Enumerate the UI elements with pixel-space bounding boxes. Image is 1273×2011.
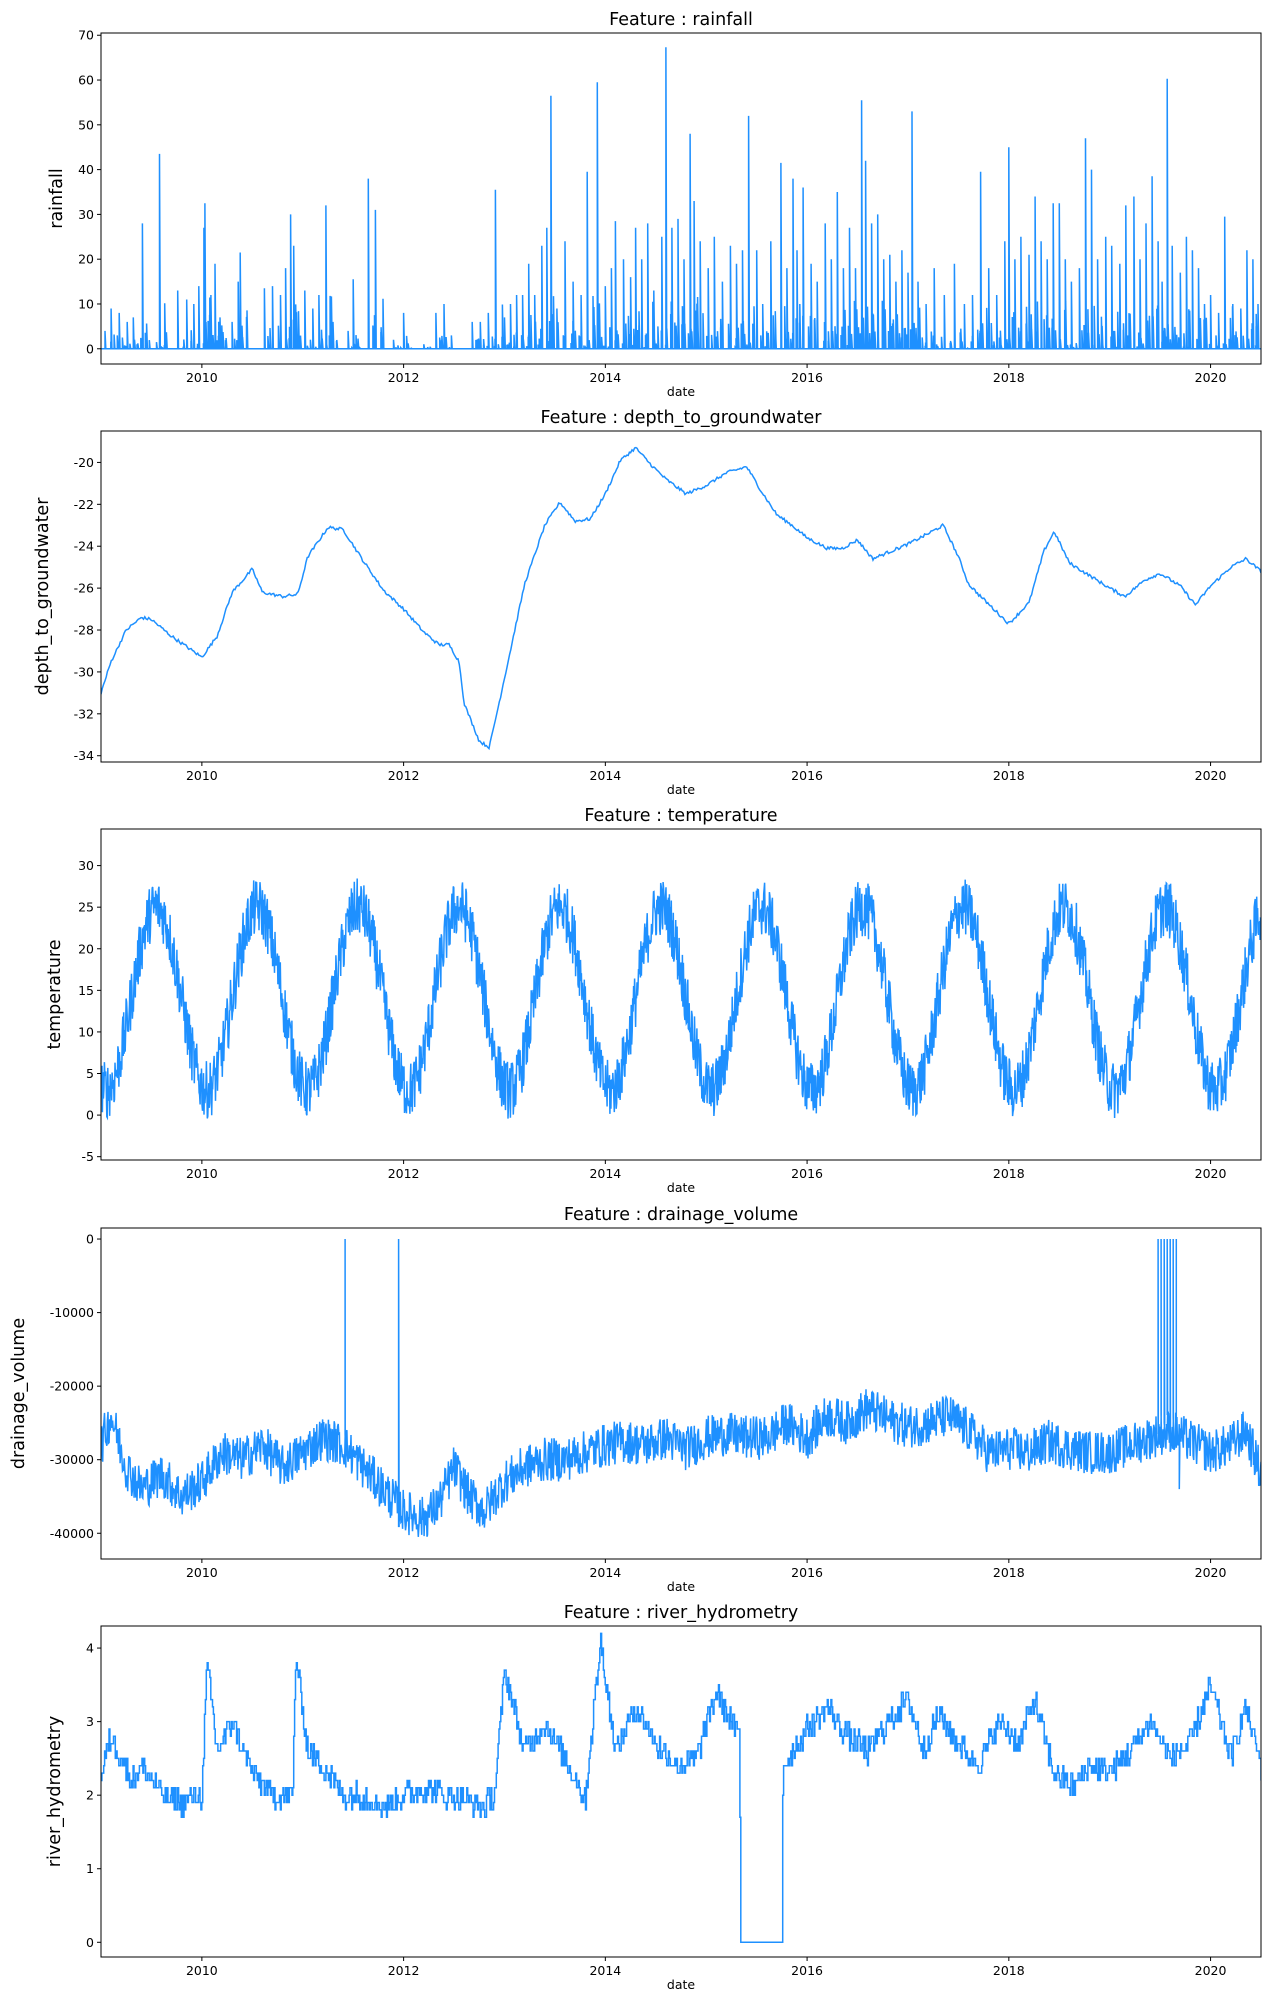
y-tick-label: 5 [86,1066,94,1081]
y-tick-label: 10 [78,296,94,311]
chart-0: 2010 2012 2014 2016 2018 2020 0 10 20 30 40 50 60 70 F… [47,10,1262,399]
y-tick-label: 3 [86,1714,94,1729]
y-axis-label: depth_to_groundwater [33,497,53,696]
series-line [101,446,1261,751]
x-tick-label: 2018 [993,1166,1025,1181]
y-tick-label: 0 [86,1935,94,1950]
y-tick-label: 4 [86,1641,94,1656]
series-line [101,47,1261,350]
chart-title: Feature : rainfall [609,10,753,30]
x-tick-label: 2012 [388,768,420,783]
y-tick-label: 1 [86,1861,94,1876]
axes-frame [100,1625,1262,1958]
y-axis-label: river_hydrometry [45,1716,65,1867]
x-tick-label: 2018 [993,370,1025,385]
x-axis-label: date [667,782,695,797]
x-tick-label: 2020 [1195,768,1227,783]
y-tick-label: -34 [74,748,94,763]
series-line [101,1238,1261,1537]
axes-frame [100,1227,1262,1560]
chart-title: Feature : drainage_volume [564,1205,798,1225]
y-axis-label: drainage_volume [9,1318,29,1469]
y-tick-label: -20 [74,455,94,470]
x-tick-label: 2012 [388,1166,420,1181]
x-tick-label: 2016 [791,370,823,385]
x-tick-label: 2010 [186,1565,218,1580]
x-tick-label: 2016 [791,1565,823,1580]
y-tick-label: 15 [78,983,94,998]
axes-frame [100,430,1262,763]
series-line [101,1632,1261,1944]
x-tick-label: 2018 [993,768,1025,783]
y-tick-label: -28 [74,623,94,638]
x-tick-label: 2020 [1195,1166,1227,1181]
x-tick-label: 2016 [791,1963,823,1978]
x-tick-label: 2014 [589,1565,621,1580]
y-axis-label: temperature [45,940,65,1050]
x-tick-label: 2014 [589,370,621,385]
x-tick-label: 2014 [589,1963,621,1978]
y-tick-label: 20 [78,941,94,956]
x-axis-label: date [667,1977,695,1992]
y-tick-label: 0 [86,1232,94,1247]
x-axis-label: date [667,1180,695,1195]
chart-title: Feature : river_hydrometry [564,1603,799,1623]
series-line [101,878,1261,1121]
x-tick-label: 2010 [186,1963,218,1978]
y-tick-label: 0 [86,341,94,356]
y-tick-label: 2 [86,1788,94,1803]
y-tick-label: -10000 [50,1305,94,1320]
chart-4: 2010 2012 2014 2016 2018 2020 0 1 2 3 4 Feature : r… [45,1603,1262,1992]
x-tick-label: 2018 [993,1963,1025,1978]
y-tick-label: 30 [78,207,94,222]
y-tick-label: -22 [74,497,94,512]
y-tick-label: -30000 [50,1452,94,1467]
y-tick-label: 25 [78,900,94,915]
x-axis-label: date [667,1579,695,1594]
y-tick-label: 0 [86,1108,94,1123]
chart-title: Feature : depth_to_groundwater [541,408,823,428]
x-tick-label: 2020 [1195,1565,1227,1580]
y-tick-label: 30 [78,858,94,873]
y-tick-label: -40000 [50,1526,94,1541]
x-tick-label: 2012 [388,370,420,385]
y-tick-label: 60 [78,73,94,88]
axes-frame [100,32,1262,365]
x-tick-label: 2014 [589,1166,621,1181]
y-tick-label: -26 [74,581,94,596]
y-tick-label: -5 [82,1149,94,1164]
x-tick-label: 2012 [388,1963,420,1978]
y-tick-label: -30 [74,664,94,679]
x-tick-label: 2010 [186,370,218,385]
y-tick-label: 70 [78,28,94,43]
x-tick-label: 2018 [993,1565,1025,1580]
x-tick-label: 2010 [186,1166,218,1181]
chart-title: Feature : temperature [584,806,777,826]
y-tick-label: 40 [78,162,94,177]
y-tick-label: -24 [74,539,94,554]
y-axis-label: rainfall [47,168,67,228]
y-tick-label: 10 [78,1024,94,1039]
x-tick-label: 2012 [388,1565,420,1580]
x-tick-label: 2020 [1195,1963,1227,1978]
y-tick-label: -32 [74,706,94,721]
chart-1: 2010 2012 2014 2016 2018 2020 -34 -32 -30 -28 -26 -… [33,408,1262,797]
x-tick-label: 2016 [791,1166,823,1181]
chart-2: 2010 2012 2014 2016 2018 2020 -5 0 5 10 15 20 25 30 Fe… [45,806,1262,1195]
x-tick-label: 2014 [589,768,621,783]
y-tick-label: 50 [78,117,94,132]
y-tick-label: -20000 [50,1379,94,1394]
y-tick-label: 20 [78,252,94,267]
chart-3: 2010 2012 2014 2016 2018 2020 -40000 -30000 -200… [9,1205,1262,1594]
x-tick-label: 2010 [186,768,218,783]
x-axis-label: date [667,384,695,399]
x-tick-label: 2016 [791,768,823,783]
axes-frame [100,828,1262,1161]
x-tick-label: 2020 [1195,370,1227,385]
